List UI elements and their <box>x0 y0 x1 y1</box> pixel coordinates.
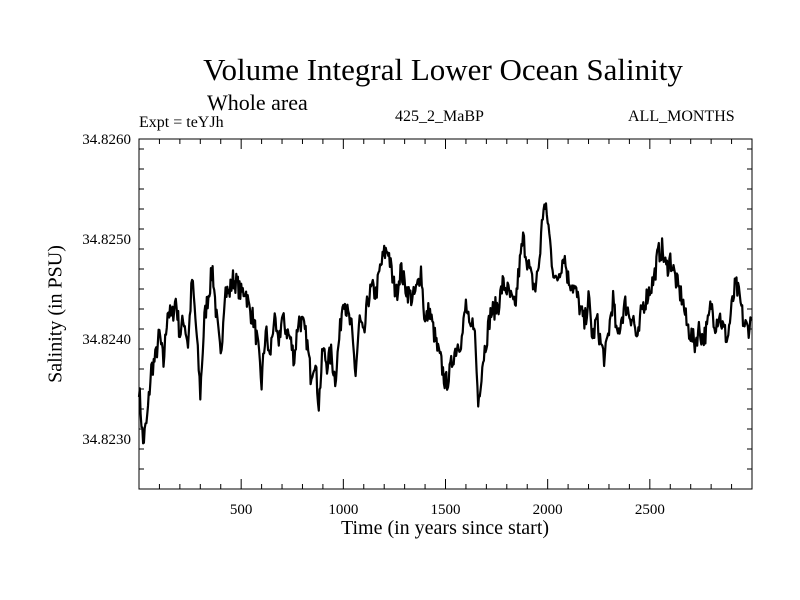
x-tick-label: 2500 <box>635 502 665 518</box>
plot-frame <box>138 138 753 490</box>
y-tick-label: 34.8260 <box>82 132 131 148</box>
season-label: ALL_MONTHS <box>628 108 735 125</box>
y-tick-label: 34.8230 <box>82 432 131 448</box>
y-tick-label: 34.8250 <box>82 232 131 248</box>
tick-labels: 500 1000 1500 2000 2500 34.8230 34.8240 34.8250… <box>82 132 665 518</box>
x-tick-label: 1000 <box>328 502 358 518</box>
run-label: 425_2_MaBP <box>395 108 484 125</box>
x-axis-label: Time (in years since start) <box>340 517 550 539</box>
x-tick-label: 500 <box>230 502 253 518</box>
chart-subtitle: Whole area <box>207 90 308 115</box>
axis-ticks <box>139 139 752 489</box>
experiment-label: Expt = teYJh <box>139 114 224 131</box>
x-tick-label: 1500 <box>431 502 461 518</box>
y-tick-label: 34.8240 <box>82 332 131 348</box>
salinity-series-line <box>137 202 753 445</box>
chart-title: Volume Integral Lower Ocean Salinity <box>203 52 683 87</box>
x-tick-label: 2000 <box>533 502 563 518</box>
